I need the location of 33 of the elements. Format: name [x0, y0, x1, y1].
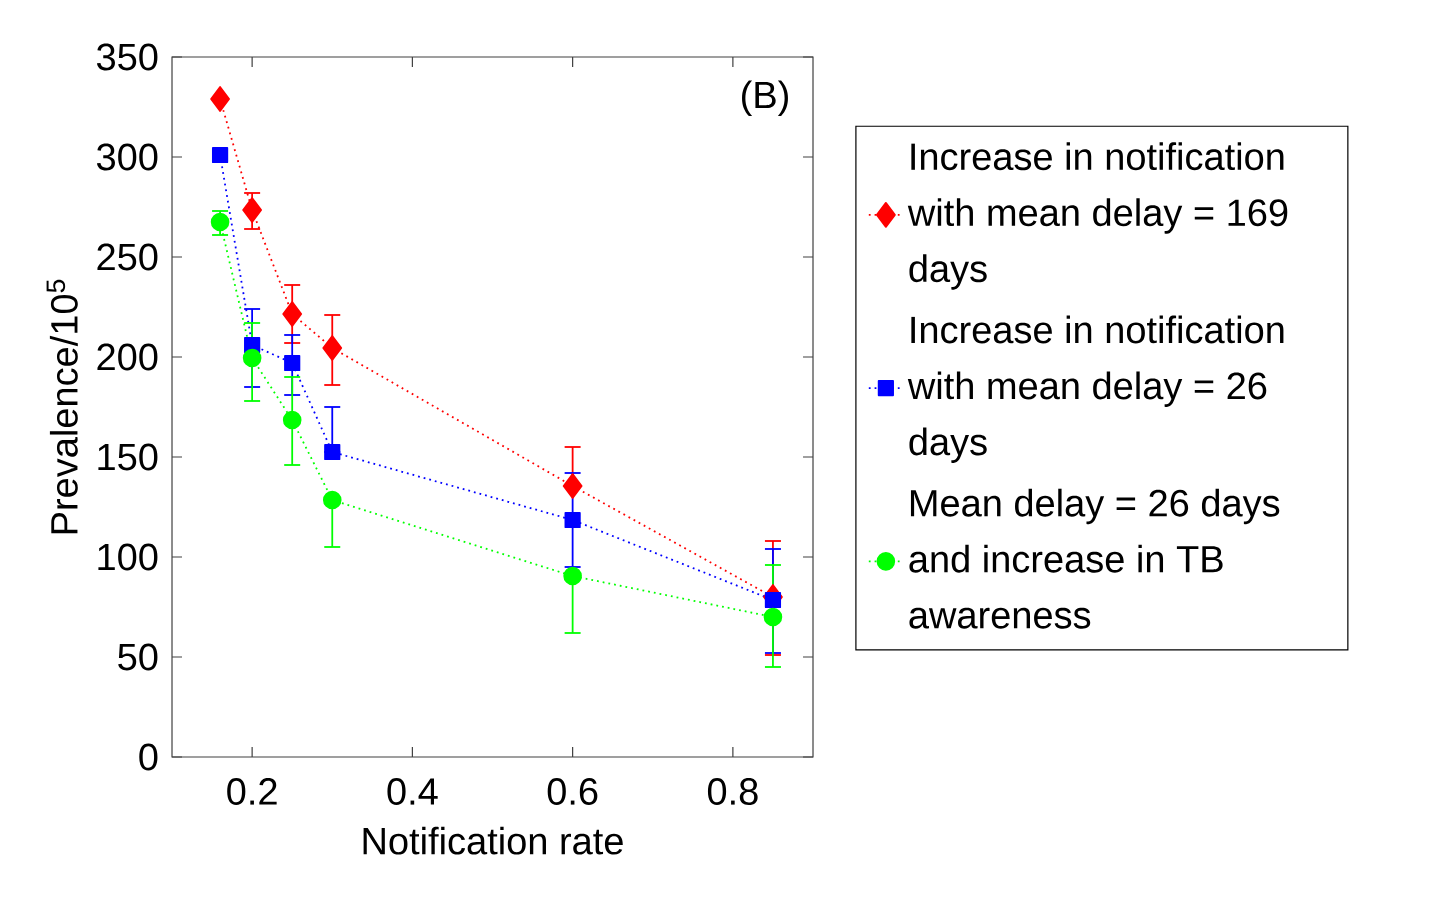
point — [211, 146, 229, 164]
y-tick-label: 0 — [139, 743, 158, 771]
point — [322, 335, 343, 361]
y-tick-label: 300 — [96, 143, 158, 171]
point — [242, 197, 263, 223]
point — [210, 86, 230, 112]
y-tick-label: 350 — [96, 43, 158, 71]
point — [764, 591, 782, 609]
y-tick-label: 100 — [98, 543, 158, 571]
x-tick-label: 0.8 — [707, 778, 758, 805]
annotation: (B) — [742, 80, 788, 116]
legend-label: Mean delay = 26 days and increase in TB awareness — [909, 488, 1280, 629]
y-tick-label: 150 — [98, 443, 158, 471]
y-axis-title: Prevalence/10$^{5}$ — [46, 279, 78, 534]
x-tick-label: 0.6 — [547, 778, 598, 805]
x-axis-title: Notification rate — [363, 826, 623, 855]
point — [282, 301, 303, 327]
y-tick-label: 200 — [97, 343, 158, 371]
point — [763, 607, 783, 627]
point — [282, 410, 302, 430]
x-tick-label: 0.4 — [387, 778, 438, 805]
point — [322, 490, 342, 510]
point — [324, 443, 341, 461]
point — [284, 354, 301, 372]
legend-label: Increase in notification with mean delay = 169 days — [907, 142, 1288, 290]
x-tick-label: 0.2 — [227, 778, 277, 805]
point — [562, 473, 583, 499]
point — [564, 511, 581, 529]
legend-label: Increase in notification with mean delay = 26 days — [907, 315, 1284, 463]
point — [242, 348, 262, 368]
y-tick-label: 250 — [97, 243, 158, 271]
y-tick-label: 50 — [118, 643, 158, 671]
point — [563, 566, 582, 586]
